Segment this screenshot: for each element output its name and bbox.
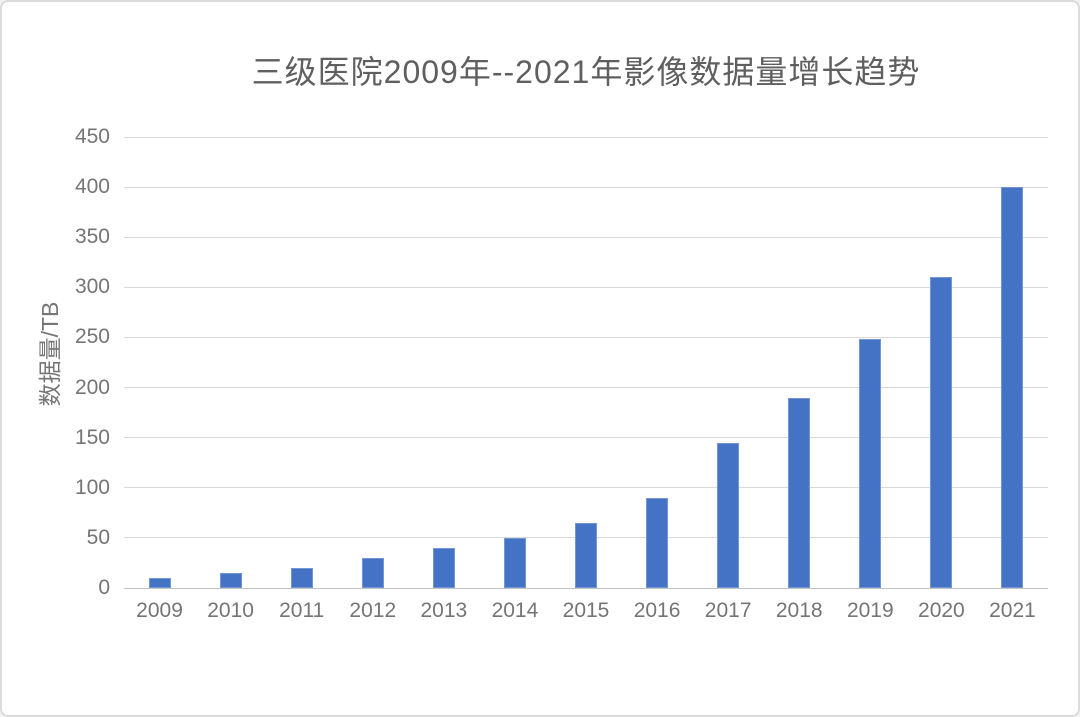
y-tick-label-400: 400 <box>74 175 110 199</box>
x-tick-label-2016: 2016 <box>633 599 681 622</box>
x-tick-label-2011: 2011 <box>279 599 325 622</box>
bar-2011 <box>290 567 313 588</box>
y-tick-label-150: 150 <box>74 425 110 449</box>
y-tick-label-50: 50 <box>86 525 110 549</box>
bar-2009 <box>148 577 171 588</box>
gridline-100 <box>124 487 1048 489</box>
x-axis: 2009 2010 2011 2012 2013 2014 2015 2016 2017 2018… <box>124 599 1048 629</box>
x-tick-label-2020: 2020 <box>918 599 965 622</box>
y-tick-label-200: 200 <box>74 375 110 399</box>
bar-2021 <box>1001 187 1024 588</box>
y-tick-label-250: 250 <box>74 325 110 349</box>
x-axis-line <box>124 587 1048 589</box>
x-tick-label-2010: 2010 <box>207 599 254 622</box>
y-tick-label-300: 300 <box>74 275 110 299</box>
x-tick-label-2015: 2015 <box>562 599 610 622</box>
y-tick-label-350: 350 <box>74 225 110 249</box>
bar-2017 <box>717 442 740 588</box>
x-tick-label-2017: 2017 <box>704 599 752 622</box>
gridline-250 <box>124 336 1048 338</box>
x-tick-label-2018: 2018 <box>775 599 823 622</box>
y-tick-label-100: 100 <box>74 475 110 499</box>
bar-2018 <box>788 397 811 588</box>
bar-2013 <box>432 547 455 588</box>
gridline-200 <box>124 387 1048 389</box>
bar-2019 <box>859 339 882 588</box>
x-tick-label-2013: 2013 <box>420 599 468 622</box>
bar-2012 <box>361 557 384 588</box>
x-tick-label-2009: 2009 <box>136 599 183 622</box>
x-tick-label-2014: 2014 <box>491 599 539 622</box>
bar-2016 <box>646 497 669 588</box>
y-axis: 0 50 100 150 200 250 300 350 400 450 <box>2 125 110 599</box>
y-tick-label-450: 450 <box>74 125 110 148</box>
gridline-450 <box>124 136 1048 138</box>
x-tick-label-2019: 2019 <box>846 599 894 622</box>
gridline-150 <box>124 437 1048 439</box>
bar-2014 <box>503 537 526 588</box>
gridline-400 <box>124 186 1048 188</box>
plot-area <box>124 136 1048 589</box>
y-tick-label-0: 0 <box>98 576 110 599</box>
bar-2010 <box>219 572 242 588</box>
gridline-300 <box>124 286 1048 288</box>
bar-2020 <box>930 277 953 588</box>
x-tick-label-2012: 2012 <box>349 599 397 622</box>
gridline-350 <box>124 236 1048 238</box>
bar-2015 <box>575 522 597 588</box>
x-tick-label-2021: 2021 <box>989 599 1036 622</box>
chart-title: 三级医院2009年--2021年影像数据量增长趋势 <box>251 54 921 90</box>
